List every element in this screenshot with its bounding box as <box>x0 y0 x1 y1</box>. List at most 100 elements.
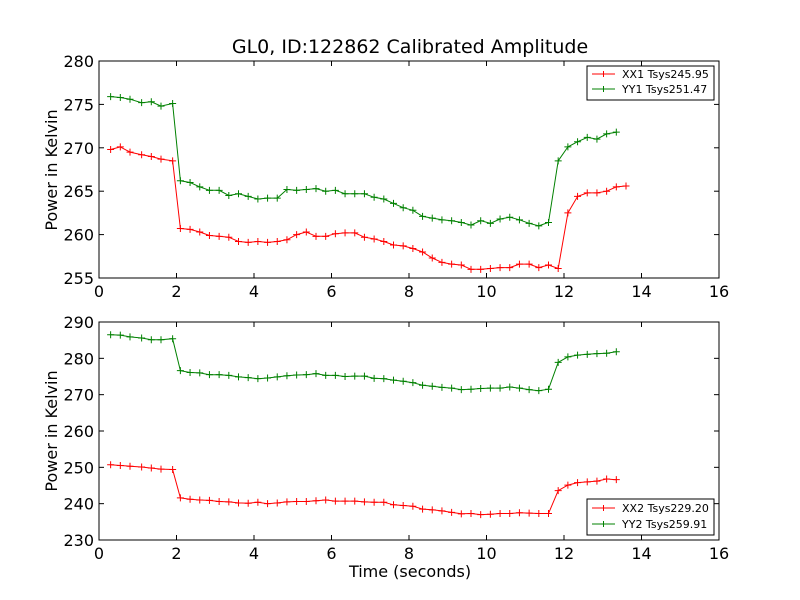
data-point <box>438 507 446 515</box>
data-point <box>176 225 184 233</box>
legend-label-xx1: XX1 Tsys245.95 <box>622 68 709 81</box>
data-point <box>409 206 417 214</box>
data-point <box>564 353 572 361</box>
data-point <box>593 350 601 358</box>
data-point <box>467 509 475 517</box>
data-point <box>331 371 339 379</box>
data-point <box>264 238 272 246</box>
data-point <box>457 510 465 518</box>
data-point <box>496 215 504 223</box>
y-tick-label: 280 <box>63 349 94 368</box>
x-tick-label: 10 <box>476 544 496 563</box>
x-tick-label: 10 <box>476 282 496 301</box>
y-tick-label: 260 <box>63 226 94 245</box>
data-point <box>486 264 494 272</box>
data-point <box>196 228 204 236</box>
data-point <box>409 379 417 387</box>
data-point <box>273 238 281 246</box>
data-point <box>254 238 262 246</box>
data-point <box>428 214 436 222</box>
data-point <box>322 187 330 195</box>
data-point <box>360 372 368 380</box>
data-point <box>438 383 446 391</box>
data-point <box>147 336 155 344</box>
data-point <box>215 497 223 505</box>
x-tick-label: 4 <box>249 544 259 563</box>
legend-label-yy1: YY1 Tsys251.47 <box>621 83 707 96</box>
data-point <box>593 135 601 143</box>
data-point <box>302 228 310 236</box>
data-point <box>564 481 572 489</box>
data-point <box>196 183 204 191</box>
data-point <box>419 248 427 256</box>
data-point <box>477 217 485 225</box>
data-point <box>448 260 456 268</box>
y-tick-label: 270 <box>63 139 94 158</box>
data-point <box>186 495 194 503</box>
data-point <box>147 464 155 472</box>
data-point <box>399 377 407 385</box>
data-point <box>107 461 115 469</box>
data-point <box>380 238 388 246</box>
data-point <box>351 229 359 237</box>
data-point <box>312 232 320 240</box>
legend-label-yy2: YY2 Tsys259.91 <box>621 518 707 531</box>
data-point <box>399 242 407 250</box>
data-point <box>176 367 184 375</box>
data-point <box>341 190 349 198</box>
data-point <box>331 497 339 505</box>
data-point <box>244 192 252 200</box>
data-point <box>457 218 465 226</box>
data-point <box>438 216 446 224</box>
data-point <box>545 218 552 226</box>
legend-label-xx2: XX2 Tsys229.20 <box>622 502 709 515</box>
data-point <box>235 238 242 246</box>
data-point <box>564 209 572 217</box>
y-tick-label: 290 <box>63 313 94 332</box>
data-point <box>380 375 388 383</box>
data-point <box>312 370 320 378</box>
data-point <box>264 194 272 202</box>
x-tick-label: 14 <box>631 544 651 563</box>
data-point <box>515 260 523 268</box>
data-point <box>293 371 301 379</box>
data-point <box>574 192 582 200</box>
data-point <box>138 463 146 471</box>
data-point <box>157 155 165 163</box>
data-point <box>399 204 407 212</box>
data-point <box>525 260 533 268</box>
data-point <box>583 478 591 486</box>
data-point <box>535 387 543 395</box>
data-point <box>116 462 124 470</box>
data-point <box>235 190 242 198</box>
data-point <box>235 373 242 381</box>
data-point <box>186 179 194 187</box>
data-point <box>603 187 611 195</box>
data-point <box>205 186 213 194</box>
data-point <box>116 331 124 339</box>
data-point <box>351 497 359 505</box>
data-point <box>593 477 601 485</box>
data-point <box>438 258 446 266</box>
data-point <box>506 264 514 272</box>
data-point <box>603 130 611 138</box>
data-point <box>390 501 397 509</box>
data-point <box>448 384 456 392</box>
data-point <box>126 333 134 341</box>
data-point <box>283 498 291 506</box>
data-point <box>225 233 233 241</box>
data-point <box>612 183 620 191</box>
data-point <box>273 373 281 381</box>
bottom-axes-frame <box>98 321 720 541</box>
data-point <box>574 351 582 359</box>
data-point <box>515 384 523 392</box>
data-point <box>506 213 514 221</box>
data-point <box>515 509 523 517</box>
data-point <box>390 376 397 384</box>
data-point <box>186 369 194 377</box>
data-point <box>535 264 543 272</box>
data-point <box>525 386 533 394</box>
y-tick-label: 270 <box>63 386 94 405</box>
data-point <box>360 498 368 506</box>
